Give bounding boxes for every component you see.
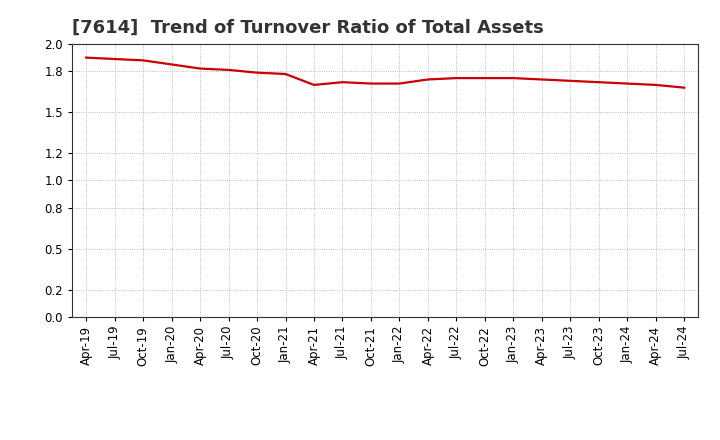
Text: [7614]  Trend of Turnover Ratio of Total Assets: [7614] Trend of Turnover Ratio of Total … xyxy=(72,19,544,37)
